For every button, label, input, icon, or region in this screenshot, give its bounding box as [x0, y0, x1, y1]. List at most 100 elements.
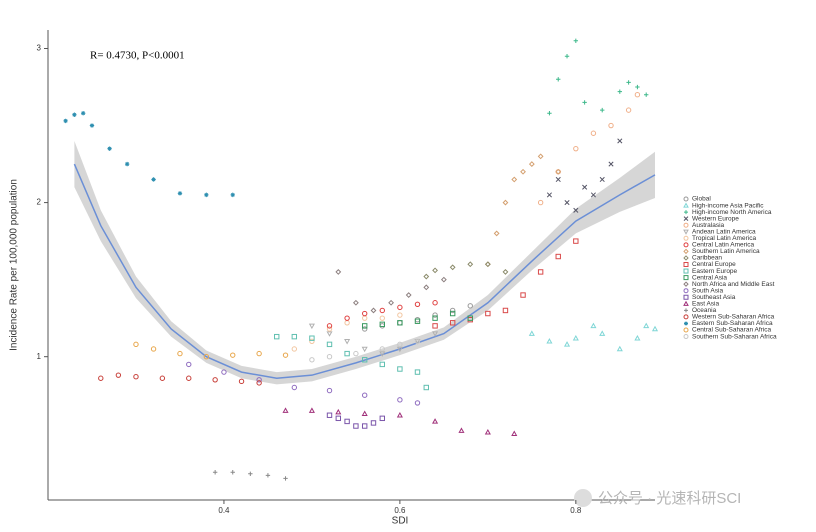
point — [370, 420, 377, 426]
legend-marker — [683, 281, 689, 287]
legend-marker — [683, 196, 689, 202]
point — [282, 407, 289, 413]
point — [150, 346, 157, 352]
point — [397, 320, 403, 326]
point — [230, 352, 236, 358]
point — [467, 303, 473, 309]
legend-label: Central Latin America — [692, 242, 755, 249]
point — [212, 470, 218, 475]
point — [564, 53, 570, 59]
point — [423, 284, 430, 291]
point — [379, 361, 385, 368]
point — [555, 176, 561, 183]
point — [230, 192, 235, 198]
point — [626, 80, 631, 85]
watermark-icon — [574, 489, 592, 507]
point — [397, 397, 403, 403]
point — [265, 473, 271, 478]
point — [361, 423, 368, 429]
legend-label: Southeast Asia — [692, 294, 736, 301]
point — [502, 307, 509, 314]
point — [502, 199, 509, 206]
legend-marker — [684, 308, 688, 313]
legend-label: Central Europe — [692, 261, 736, 268]
legend-marker — [683, 268, 689, 274]
point — [230, 470, 235, 475]
point — [203, 353, 210, 360]
x-axis-label: SDI — [392, 516, 409, 527]
legend-label: East Asia — [692, 301, 719, 308]
point — [555, 253, 561, 260]
point — [600, 107, 605, 113]
point — [379, 307, 385, 314]
legend-label: High-income North America — [692, 209, 772, 216]
point — [98, 375, 104, 381]
point — [528, 161, 535, 167]
point — [361, 315, 368, 321]
y-tick-label: 3 — [37, 44, 42, 53]
point — [204, 192, 209, 198]
point — [590, 192, 596, 198]
legend-marker — [683, 202, 689, 208]
legend-marker — [683, 262, 689, 267]
legend-label: Eastern Europe — [692, 268, 738, 275]
point — [573, 238, 579, 244]
point — [547, 111, 552, 116]
legend-label: Southern Latin America — [692, 248, 760, 255]
point — [432, 323, 438, 329]
legend-label: North Africa and Middle East — [692, 281, 775, 288]
point — [396, 412, 403, 418]
point — [449, 310, 456, 317]
legend-marker — [683, 229, 689, 235]
point — [361, 392, 368, 398]
point — [563, 341, 571, 347]
point — [432, 267, 438, 274]
point — [326, 331, 333, 337]
point — [397, 304, 403, 311]
point — [432, 331, 439, 337]
legend-marker — [683, 235, 689, 241]
point — [63, 118, 68, 124]
legend-label: Western Europe — [692, 215, 739, 222]
point — [133, 341, 139, 348]
point — [414, 338, 421, 344]
legend-marker — [683, 294, 689, 300]
point — [353, 350, 359, 357]
point — [432, 315, 438, 321]
point — [449, 320, 456, 326]
legend-marker — [684, 210, 688, 215]
point — [291, 333, 298, 340]
point — [326, 412, 333, 418]
legend-label: Eastern Sub-Saharan Africa — [692, 320, 773, 327]
point — [379, 351, 386, 357]
y-tick-label: 1 — [37, 352, 42, 361]
confidence-band — [74, 140, 656, 385]
point — [643, 322, 650, 329]
point — [537, 199, 544, 206]
point — [582, 184, 588, 190]
point — [89, 123, 95, 128]
point — [564, 200, 570, 206]
legend-marker — [683, 314, 689, 320]
point — [212, 377, 218, 383]
point — [388, 299, 394, 306]
point — [537, 269, 544, 275]
point — [291, 384, 298, 391]
point — [309, 338, 315, 344]
point — [133, 374, 139, 380]
point — [352, 299, 359, 306]
point — [72, 112, 77, 117]
point — [344, 339, 351, 345]
point — [344, 320, 350, 326]
point — [423, 273, 430, 280]
point — [282, 352, 289, 358]
point — [256, 377, 262, 383]
point — [379, 321, 385, 328]
point — [379, 323, 385, 329]
watermark: 公众号 · 光速科研SCI — [598, 490, 741, 507]
legend-marker — [683, 275, 689, 281]
point — [309, 357, 315, 363]
point — [651, 325, 659, 332]
legend-label: Andean Latin America — [692, 228, 756, 235]
x-tick-label: 0.4 — [218, 506, 230, 515]
